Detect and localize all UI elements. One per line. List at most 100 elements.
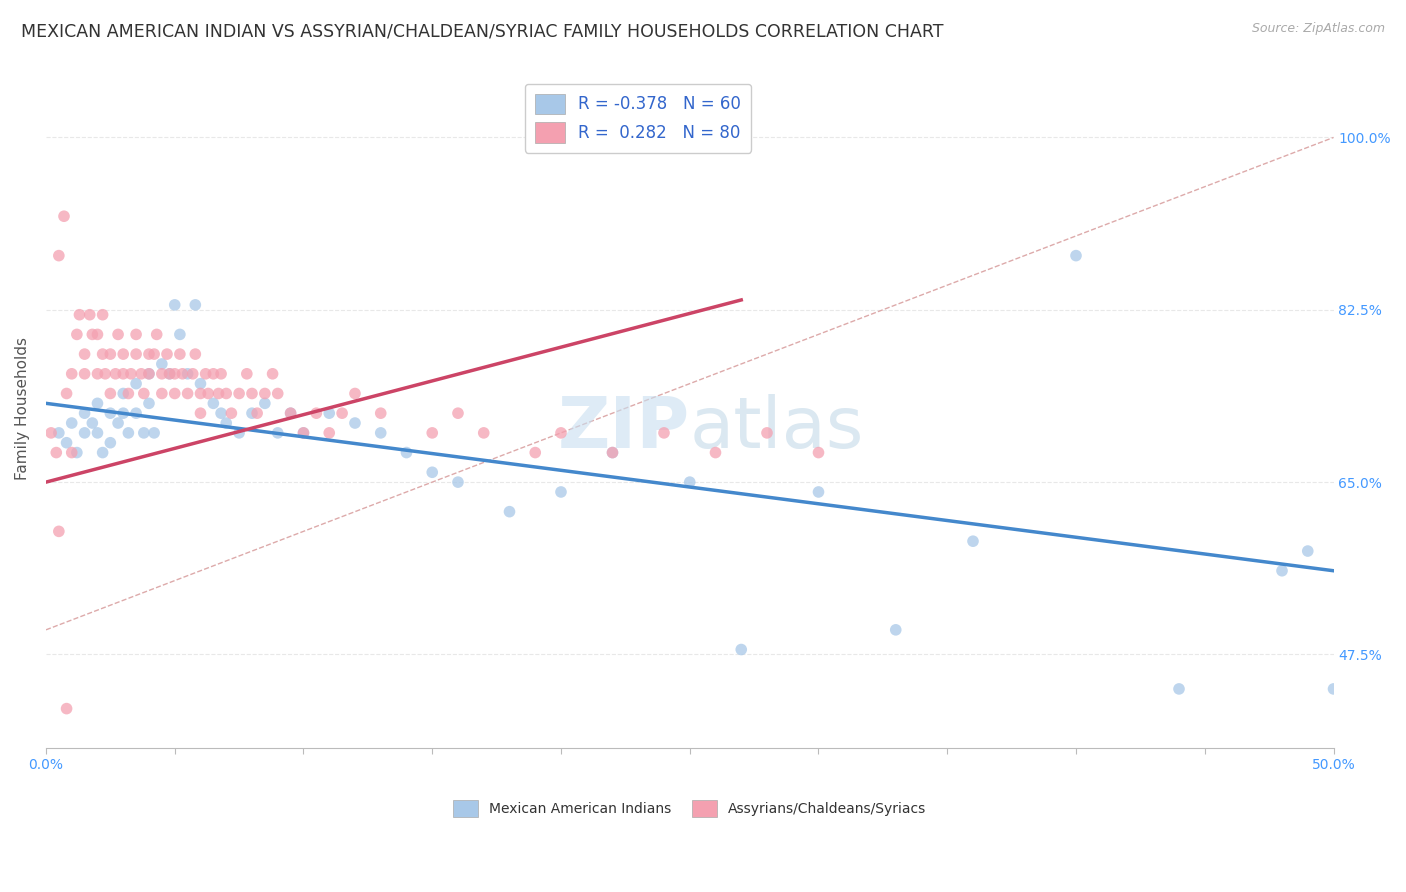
Point (679, 475, 702, 489)
Point (53, 209, 76, 223)
Point (209, 367, 232, 381)
Point (756, 425, 779, 440)
Point (292, 425, 315, 440)
Point (472, 425, 495, 440)
Point (138, 367, 160, 381)
Point (343, 416, 366, 430)
Point (202, 396, 225, 410)
Point (125, 406, 148, 420)
Point (107, 416, 129, 430)
Point (98, 347, 121, 361)
Point (156, 347, 179, 361)
Point (190, 386, 212, 401)
Point (112, 367, 135, 381)
Point (163, 367, 186, 381)
Point (117, 425, 139, 440)
Point (602, 445, 624, 459)
Point (181, 367, 204, 381)
Point (207, 386, 229, 401)
Point (730, 642, 752, 657)
Point (447, 406, 470, 420)
Point (305, 406, 328, 420)
Point (1348, 574, 1371, 588)
Point (184, 298, 207, 312)
Point (150, 386, 173, 401)
Point (190, 406, 212, 420)
Point (194, 367, 217, 381)
Point (159, 367, 181, 381)
Point (169, 327, 191, 342)
Point (253, 396, 276, 410)
Point (138, 347, 160, 361)
Point (143, 347, 166, 361)
Point (39, 425, 62, 440)
Point (82, 327, 104, 342)
Point (94, 367, 117, 381)
Point (215, 416, 238, 430)
Point (330, 406, 353, 420)
Point (48, 425, 70, 440)
Point (176, 367, 198, 381)
Point (420, 465, 443, 479)
Point (143, 425, 166, 440)
Point (86, 367, 108, 381)
Text: ZIP: ZIP (558, 394, 690, 463)
Point (228, 386, 250, 401)
Point (132, 386, 155, 401)
Point (91, 445, 114, 459)
Point (267, 425, 290, 440)
Point (163, 386, 186, 401)
Point (1374, 524, 1396, 539)
Point (1296, 544, 1319, 558)
Point (150, 367, 173, 381)
Point (1322, 681, 1344, 696)
Point (79, 308, 101, 322)
Point (98, 406, 121, 420)
Point (120, 367, 142, 381)
Point (184, 347, 207, 361)
Point (55, 435, 77, 450)
Point (498, 505, 520, 519)
Point (884, 623, 907, 637)
Text: MEXICAN AMERICAN INDIAN VS ASSYRIAN/CHALDEAN/SYRIAC FAMILY HOUSEHOLDS CORRELATIO: MEXICAN AMERICAN INDIAN VS ASSYRIAN/CHAL… (21, 22, 943, 40)
Point (98, 435, 121, 450)
Point (112, 386, 135, 401)
Point (1168, 681, 1191, 696)
Point (55, 701, 77, 715)
Point (704, 445, 727, 459)
Point (215, 386, 238, 401)
Point (86, 327, 108, 342)
Point (55, 386, 77, 401)
Point (524, 445, 547, 459)
Point (652, 425, 675, 440)
Point (60, 416, 83, 430)
Point (221, 406, 243, 420)
Point (1271, 564, 1294, 578)
Point (45, 445, 67, 459)
Point (176, 386, 198, 401)
Point (240, 406, 263, 420)
Point (240, 386, 263, 401)
Point (550, 485, 572, 500)
Point (1064, 249, 1087, 263)
Point (86, 396, 108, 410)
Y-axis label: Family Households: Family Households (15, 337, 30, 480)
Point (280, 406, 302, 420)
Point (91, 347, 114, 361)
Point (73, 347, 96, 361)
Point (112, 406, 135, 420)
Point (107, 327, 129, 342)
Point (73, 425, 96, 440)
Point (318, 406, 340, 420)
Point (91, 308, 114, 322)
Point (66, 327, 89, 342)
Point (132, 425, 155, 440)
Point (117, 386, 139, 401)
Point (48, 249, 70, 263)
Point (125, 347, 148, 361)
Point (807, 445, 830, 459)
Point (962, 534, 984, 549)
Point (292, 425, 315, 440)
Point (1399, 662, 1406, 676)
Point (172, 367, 194, 381)
